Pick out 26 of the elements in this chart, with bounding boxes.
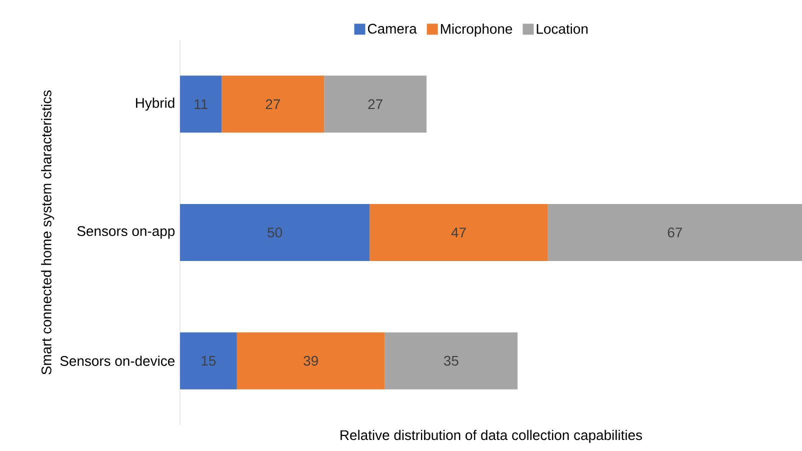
data-label: 11: [194, 99, 208, 109]
legend-label: Location: [536, 24, 588, 34]
data-label: 50: [268, 228, 282, 238]
data-label: 27: [266, 99, 280, 110]
y-axis-title: Smart connected home system characteristics: [41, 90, 54, 374]
bar: [236, 332, 385, 390]
bar: [384, 332, 518, 390]
bar: [370, 204, 548, 261]
bar: [180, 332, 237, 390]
legend-label: Microphone: [440, 24, 512, 37]
data-label: 15: [202, 356, 216, 366]
bar: [324, 76, 427, 133]
bar: [222, 76, 324, 133]
data-label: 35: [444, 356, 458, 366]
bar: [180, 204, 370, 261]
data-label: 67: [668, 228, 682, 238]
data-label: 47: [451, 228, 466, 238]
data-label: 39: [304, 356, 318, 366]
y-tick-label: Sensors on-device: [60, 356, 175, 366]
x-axis-title: Relative distribution of data collection capabilities: [340, 430, 642, 443]
y-tick-label: Hybrid: [136, 98, 174, 111]
y-tick-label: Sensors on-app: [77, 226, 175, 239]
bar: [548, 204, 802, 261]
data-label: 27: [368, 99, 382, 110]
bar: [180, 76, 222, 133]
legend-label: Camera: [368, 24, 417, 34]
